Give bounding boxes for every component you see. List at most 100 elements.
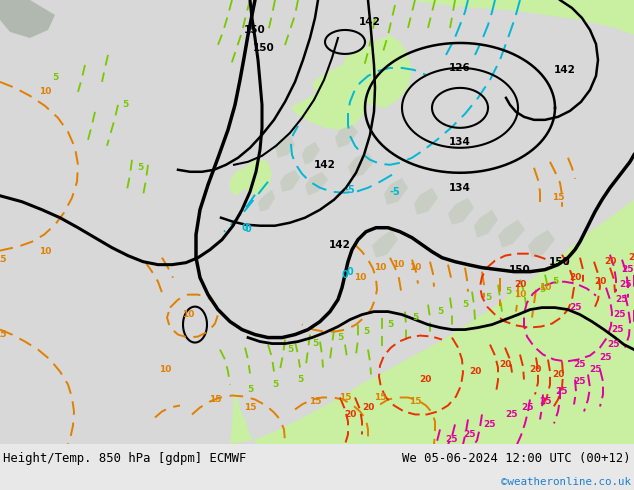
Text: 10: 10 <box>374 263 386 272</box>
Text: 150: 150 <box>244 25 266 35</box>
Polygon shape <box>372 230 398 258</box>
Text: 20: 20 <box>552 370 564 379</box>
Text: 5: 5 <box>387 320 393 329</box>
Text: 142: 142 <box>359 17 381 27</box>
Text: 15: 15 <box>0 330 6 339</box>
Polygon shape <box>0 0 55 38</box>
Text: -5: -5 <box>390 187 401 197</box>
Text: -5: -5 <box>345 185 356 195</box>
Text: 5: 5 <box>462 300 468 309</box>
Text: 5: 5 <box>52 74 58 82</box>
Text: 0: 0 <box>242 223 249 233</box>
Text: 15: 15 <box>552 193 564 202</box>
Text: 0: 0 <box>347 267 353 277</box>
Text: 25: 25 <box>556 387 568 396</box>
Text: 25: 25 <box>589 365 601 374</box>
Text: 150: 150 <box>253 43 275 53</box>
Text: 15: 15 <box>243 403 256 412</box>
Polygon shape <box>305 172 328 196</box>
Text: 20: 20 <box>594 277 606 286</box>
Text: 25: 25 <box>569 303 581 312</box>
Text: 10: 10 <box>182 310 194 319</box>
Text: 25: 25 <box>612 325 624 334</box>
Polygon shape <box>275 135 295 158</box>
Text: 10: 10 <box>39 87 51 97</box>
Text: 5: 5 <box>137 163 143 172</box>
Text: 5: 5 <box>539 285 545 294</box>
Text: 5: 5 <box>287 345 293 354</box>
Polygon shape <box>528 230 555 258</box>
Text: 15: 15 <box>209 395 221 404</box>
Text: 10: 10 <box>158 365 171 374</box>
Polygon shape <box>280 170 300 192</box>
Polygon shape <box>302 142 320 165</box>
Polygon shape <box>240 158 272 195</box>
Text: 142: 142 <box>329 240 351 250</box>
Text: 142: 142 <box>554 65 576 75</box>
Text: 25: 25 <box>598 353 611 362</box>
Polygon shape <box>384 178 408 205</box>
Polygon shape <box>312 60 370 115</box>
Text: 20: 20 <box>344 410 356 419</box>
Text: 150: 150 <box>549 257 571 267</box>
Text: 15: 15 <box>374 393 386 402</box>
Polygon shape <box>414 188 438 215</box>
Text: 25: 25 <box>446 435 458 444</box>
Text: 20: 20 <box>469 367 481 376</box>
Polygon shape <box>415 0 634 35</box>
Text: 10: 10 <box>354 273 366 282</box>
Text: 20: 20 <box>499 360 511 369</box>
Text: 25: 25 <box>614 310 626 319</box>
Polygon shape <box>342 35 412 108</box>
Text: 10: 10 <box>392 260 404 269</box>
Text: 10: 10 <box>539 283 551 292</box>
Text: 20: 20 <box>419 375 431 384</box>
Text: 126: 126 <box>449 63 471 73</box>
Text: 25: 25 <box>463 430 476 439</box>
Text: 5: 5 <box>552 277 558 286</box>
Text: 25: 25 <box>616 295 628 304</box>
Text: 5: 5 <box>272 380 278 389</box>
Text: ©weatheronline.co.uk: ©weatheronline.co.uk <box>501 477 631 487</box>
Text: 5: 5 <box>363 327 369 336</box>
Polygon shape <box>335 125 358 148</box>
Text: 5: 5 <box>412 313 418 322</box>
Text: We 05-06-2024 12:00 UTC (00+12): We 05-06-2024 12:00 UTC (00+12) <box>402 452 631 465</box>
Text: 5: 5 <box>247 385 253 394</box>
Text: 25: 25 <box>574 360 586 369</box>
Polygon shape <box>0 0 634 444</box>
Text: 15: 15 <box>0 255 6 264</box>
Text: 20: 20 <box>569 273 581 282</box>
Text: 25: 25 <box>608 340 620 349</box>
Text: 25: 25 <box>619 280 631 289</box>
Text: 5: 5 <box>485 293 491 302</box>
Polygon shape <box>498 220 525 247</box>
Text: Height/Temp. 850 hPa [gdpm] ECMWF: Height/Temp. 850 hPa [gdpm] ECMWF <box>3 452 247 465</box>
Text: 5: 5 <box>437 307 443 316</box>
Text: 5: 5 <box>505 287 511 296</box>
Text: 5: 5 <box>297 375 303 384</box>
Text: 0: 0 <box>342 270 348 280</box>
Text: 20: 20 <box>362 403 374 412</box>
Text: 5: 5 <box>337 333 343 342</box>
Polygon shape <box>474 210 498 238</box>
Text: 10: 10 <box>409 263 421 272</box>
Polygon shape <box>258 190 275 212</box>
Polygon shape <box>348 152 374 178</box>
Text: 25: 25 <box>522 403 534 412</box>
Text: 5: 5 <box>122 100 128 109</box>
Text: 142: 142 <box>314 160 336 170</box>
Polygon shape <box>290 75 368 130</box>
Text: 25: 25 <box>484 420 496 429</box>
Polygon shape <box>448 198 474 225</box>
Text: 5: 5 <box>312 339 318 348</box>
Polygon shape <box>230 200 634 444</box>
Text: 25: 25 <box>539 397 551 406</box>
Text: 15: 15 <box>339 393 351 402</box>
Text: 10: 10 <box>514 290 526 299</box>
Text: 20: 20 <box>529 365 541 374</box>
Text: 0: 0 <box>245 224 251 234</box>
Text: 150: 150 <box>509 265 531 275</box>
Text: 20: 20 <box>514 280 526 289</box>
Text: 15: 15 <box>409 397 421 406</box>
